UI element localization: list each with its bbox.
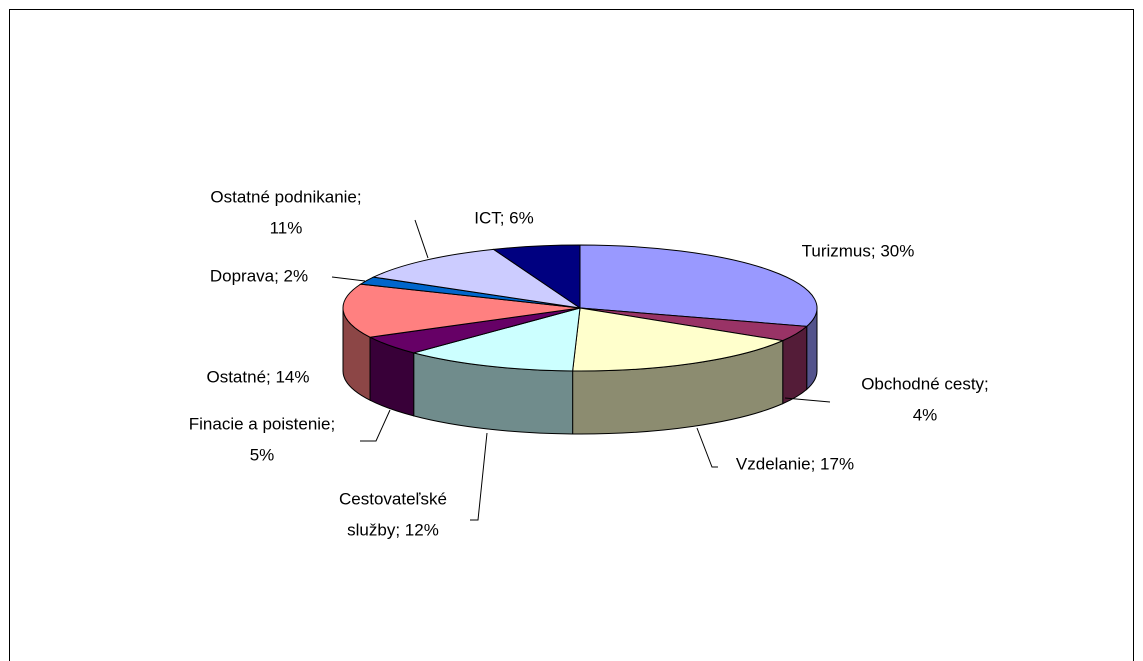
data-label: Vzdelanie; 17% <box>736 454 854 473</box>
slice <box>492 244 581 309</box>
data-label: 11% <box>270 218 303 237</box>
slice <box>572 307 785 372</box>
leader-line <box>331 276 366 282</box>
data-label: Ostatné; 14% <box>206 367 309 386</box>
slice <box>371 248 581 309</box>
leader-line <box>360 409 391 442</box>
data-label: Doprava; 2% <box>210 266 308 285</box>
data-label: Obchodné cesty; <box>861 374 989 393</box>
slice <box>411 307 581 372</box>
data-label: 5% <box>250 445 275 464</box>
data-label: ICT; 6% <box>474 208 534 227</box>
data-label: služby; 12% <box>347 520 439 539</box>
slice <box>579 244 818 327</box>
data-label: Cestovateľské <box>339 489 447 508</box>
data-label: Turizmus; 30% <box>802 241 915 260</box>
slice <box>342 283 581 338</box>
data-label: Ostatné podnikanie; <box>210 187 361 206</box>
leader-line <box>696 427 718 468</box>
leader-line <box>784 397 831 403</box>
data-label: 4% <box>913 405 938 424</box>
leader-line <box>414 219 429 259</box>
data-label: Finacie a poistenie; <box>189 414 335 433</box>
leader-line <box>470 432 488 521</box>
